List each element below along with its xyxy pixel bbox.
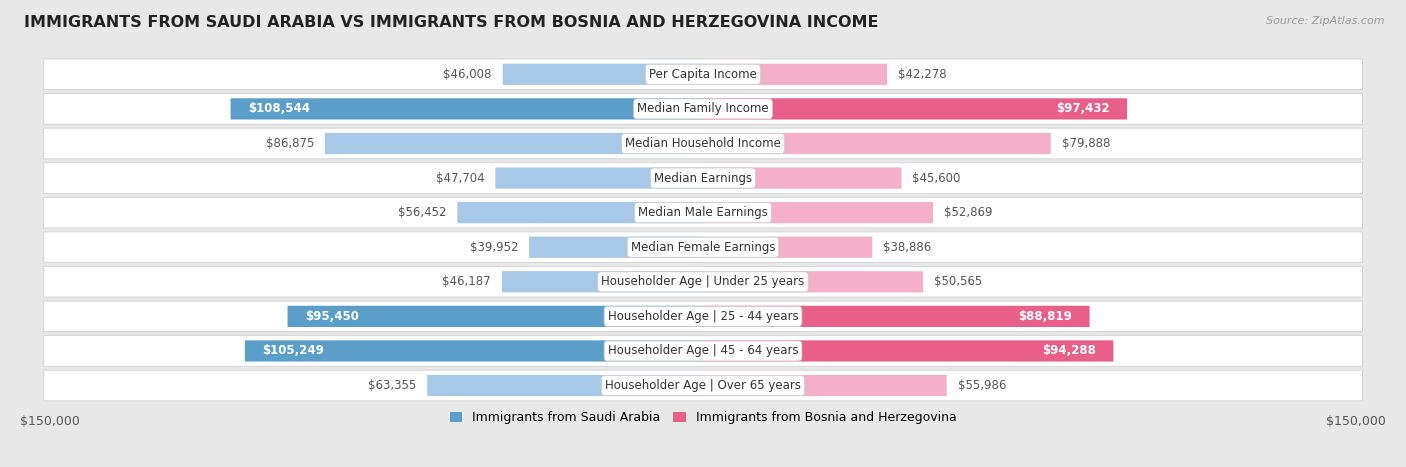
Legend: Immigrants from Saudi Arabia, Immigrants from Bosnia and Herzegovina: Immigrants from Saudi Arabia, Immigrants… — [444, 406, 962, 429]
FancyBboxPatch shape — [503, 64, 703, 85]
FancyBboxPatch shape — [703, 133, 1050, 154]
Text: $46,187: $46,187 — [443, 275, 491, 288]
FancyBboxPatch shape — [529, 237, 703, 258]
FancyBboxPatch shape — [495, 168, 703, 189]
Text: $86,875: $86,875 — [266, 137, 314, 150]
Text: Median Household Income: Median Household Income — [626, 137, 780, 150]
Text: Median Male Earnings: Median Male Earnings — [638, 206, 768, 219]
FancyBboxPatch shape — [703, 98, 1128, 120]
Text: Householder Age | 25 - 44 years: Householder Age | 25 - 44 years — [607, 310, 799, 323]
FancyBboxPatch shape — [427, 375, 703, 396]
FancyBboxPatch shape — [44, 163, 1362, 193]
Text: $79,888: $79,888 — [1062, 137, 1109, 150]
Text: $105,249: $105,249 — [263, 345, 325, 357]
FancyBboxPatch shape — [502, 271, 703, 292]
Text: $88,819: $88,819 — [1018, 310, 1073, 323]
Text: $56,452: $56,452 — [398, 206, 446, 219]
Text: $55,986: $55,986 — [957, 379, 1005, 392]
FancyBboxPatch shape — [703, 64, 887, 85]
Text: $46,008: $46,008 — [443, 68, 492, 81]
Text: $50,565: $50,565 — [934, 275, 983, 288]
Text: Householder Age | Over 65 years: Householder Age | Over 65 years — [605, 379, 801, 392]
Text: $38,886: $38,886 — [883, 241, 931, 254]
Text: $47,704: $47,704 — [436, 171, 485, 184]
FancyBboxPatch shape — [231, 98, 703, 120]
FancyBboxPatch shape — [44, 59, 1362, 90]
Text: Per Capita Income: Per Capita Income — [650, 68, 756, 81]
FancyBboxPatch shape — [44, 370, 1362, 401]
FancyBboxPatch shape — [288, 306, 703, 327]
FancyBboxPatch shape — [245, 340, 703, 361]
FancyBboxPatch shape — [44, 197, 1362, 228]
FancyBboxPatch shape — [44, 301, 1362, 332]
FancyBboxPatch shape — [703, 340, 1114, 361]
Text: $63,355: $63,355 — [368, 379, 416, 392]
Text: Median Female Earnings: Median Female Earnings — [631, 241, 775, 254]
Text: Householder Age | Under 25 years: Householder Age | Under 25 years — [602, 275, 804, 288]
FancyBboxPatch shape — [325, 133, 703, 154]
Text: $94,288: $94,288 — [1042, 345, 1097, 357]
FancyBboxPatch shape — [703, 271, 924, 292]
Text: $95,450: $95,450 — [305, 310, 359, 323]
Text: $97,432: $97,432 — [1056, 102, 1109, 115]
FancyBboxPatch shape — [44, 232, 1362, 262]
Text: $39,952: $39,952 — [470, 241, 519, 254]
FancyBboxPatch shape — [44, 128, 1362, 159]
Text: IMMIGRANTS FROM SAUDI ARABIA VS IMMIGRANTS FROM BOSNIA AND HERZEGOVINA INCOME: IMMIGRANTS FROM SAUDI ARABIA VS IMMIGRAN… — [24, 15, 879, 30]
FancyBboxPatch shape — [703, 202, 934, 223]
FancyBboxPatch shape — [44, 336, 1362, 366]
FancyBboxPatch shape — [44, 93, 1362, 124]
Text: $42,278: $42,278 — [898, 68, 946, 81]
FancyBboxPatch shape — [703, 306, 1090, 327]
Text: Median Earnings: Median Earnings — [654, 171, 752, 184]
Text: Householder Age | 45 - 64 years: Householder Age | 45 - 64 years — [607, 345, 799, 357]
Text: Median Family Income: Median Family Income — [637, 102, 769, 115]
FancyBboxPatch shape — [703, 375, 946, 396]
Text: $52,869: $52,869 — [943, 206, 993, 219]
Text: Source: ZipAtlas.com: Source: ZipAtlas.com — [1267, 16, 1385, 26]
FancyBboxPatch shape — [44, 267, 1362, 297]
Text: $45,600: $45,600 — [912, 171, 960, 184]
FancyBboxPatch shape — [457, 202, 703, 223]
FancyBboxPatch shape — [703, 237, 872, 258]
FancyBboxPatch shape — [703, 168, 901, 189]
Text: $108,544: $108,544 — [247, 102, 309, 115]
